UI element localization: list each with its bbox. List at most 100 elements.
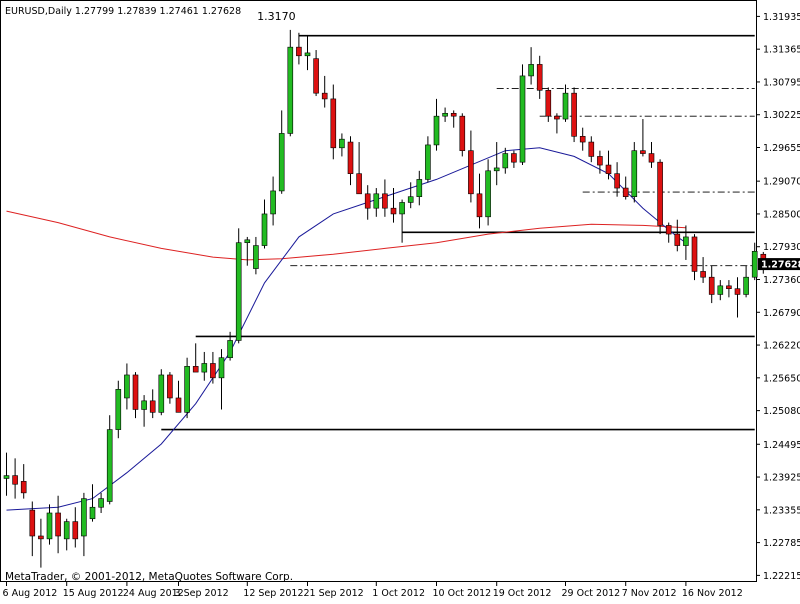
candle — [373, 188, 380, 217]
candle — [81, 492, 87, 557]
y-tick-label: 1.29070 — [763, 177, 800, 188]
y-tick-label: 1.31935 — [763, 12, 800, 23]
x-tick-label: 15 Aug 2012 — [63, 588, 124, 599]
candle — [46, 504, 53, 545]
candle — [210, 351, 216, 384]
candle-body-up — [158, 374, 165, 413]
candle — [511, 150, 517, 168]
candle-body-up — [184, 366, 190, 413]
candle-body-down — [674, 233, 681, 246]
candle-body-down — [72, 521, 79, 540]
candle-body-down — [545, 89, 552, 117]
candle — [683, 225, 689, 260]
candle — [167, 372, 173, 404]
candle-body-down — [536, 64, 543, 91]
x-tick-label: 3 Sep 2012 — [175, 588, 229, 599]
y-axis: 1.31935 1.31365 1.30795 1.30225 1.29655 1.290… — [756, 12, 800, 582]
candle-body-down — [614, 173, 620, 189]
candle-body-up — [287, 46, 294, 134]
candle-body-down — [210, 363, 216, 379]
y-tick-label: 1.27930 — [763, 242, 800, 253]
y-tick-label: 1.27360 — [763, 275, 800, 286]
candle-body-up — [562, 92, 569, 120]
candle — [98, 492, 104, 513]
candle-body-down — [734, 288, 741, 295]
x-tick-label: 16 Nov 2012 — [682, 588, 743, 599]
candle-body-up — [89, 506, 96, 520]
candle-body-down — [356, 173, 362, 195]
candle-body-down — [313, 58, 319, 94]
candle-body-up — [3, 475, 10, 479]
candle — [89, 484, 96, 522]
candle-body-down — [330, 98, 337, 149]
candle — [657, 159, 663, 235]
y-tick-label: 1.26790 — [763, 308, 800, 319]
candle — [175, 380, 182, 413]
annotations: 1.3170 — [257, 10, 296, 23]
candle — [485, 159, 491, 226]
candle — [442, 107, 448, 122]
candle — [407, 182, 414, 209]
candle — [63, 518, 70, 551]
candle-body-up — [485, 170, 491, 218]
candle-body-down — [657, 161, 663, 226]
y-tick-label: 1.25650 — [763, 373, 800, 384]
y-tick-label: 1.23355 — [763, 505, 800, 516]
candle-body-up — [425, 144, 431, 180]
candle-body-down — [149, 400, 156, 413]
y-tick-label: 1.26220 — [763, 341, 800, 352]
candle — [158, 369, 165, 416]
candle — [364, 185, 371, 220]
y-tick-label: 1.24495 — [763, 440, 800, 451]
candle-body-up — [218, 357, 225, 379]
candle — [717, 280, 724, 301]
candle-body-down — [20, 481, 27, 494]
candle-body-down — [450, 112, 457, 117]
candle — [132, 372, 139, 419]
y-tick-label: 1.28500 — [763, 209, 800, 220]
candle-body-up — [141, 400, 147, 410]
candle — [433, 98, 440, 151]
candle-body-up — [227, 340, 233, 359]
candle-body-up — [304, 52, 311, 57]
candle-body-down — [296, 46, 302, 57]
candle — [270, 176, 276, 226]
candle — [665, 222, 672, 243]
candle-body-up — [261, 213, 268, 246]
candle — [708, 265, 715, 304]
candle — [356, 142, 362, 195]
candle-body-down — [459, 115, 466, 151]
y-tick-label: 1.23925 — [763, 473, 800, 484]
candle-body-up — [416, 179, 423, 197]
candle-body-down — [175, 397, 182, 413]
candle — [588, 136, 595, 163]
candle — [390, 188, 397, 223]
candle-body-up — [751, 251, 758, 278]
candle — [29, 501, 36, 557]
candle — [640, 119, 646, 157]
candle — [106, 415, 113, 505]
candle — [493, 142, 500, 186]
candle-body-down — [476, 193, 483, 218]
candle — [235, 228, 242, 344]
y-tick-label: 1.22215 — [763, 571, 800, 582]
candle — [192, 343, 199, 373]
candle — [339, 133, 345, 157]
x-tick-label: 1 Oct 2012 — [372, 588, 425, 599]
candle — [149, 389, 156, 419]
candle-body-up — [528, 64, 534, 77]
candle-body-down — [588, 141, 595, 157]
current-price-tag — [758, 258, 800, 271]
candle — [184, 357, 190, 419]
y-tick-label: 1.31365 — [763, 45, 800, 56]
candle — [313, 50, 319, 97]
y-tick-label: 1.30225 — [763, 110, 800, 121]
candle — [631, 142, 638, 203]
candle-body-up — [493, 167, 500, 172]
candle — [691, 234, 698, 281]
candle-body-up — [201, 363, 208, 373]
candle-body-up — [253, 245, 259, 269]
candle — [519, 64, 526, 166]
ma-slow-line — [6, 210, 686, 261]
